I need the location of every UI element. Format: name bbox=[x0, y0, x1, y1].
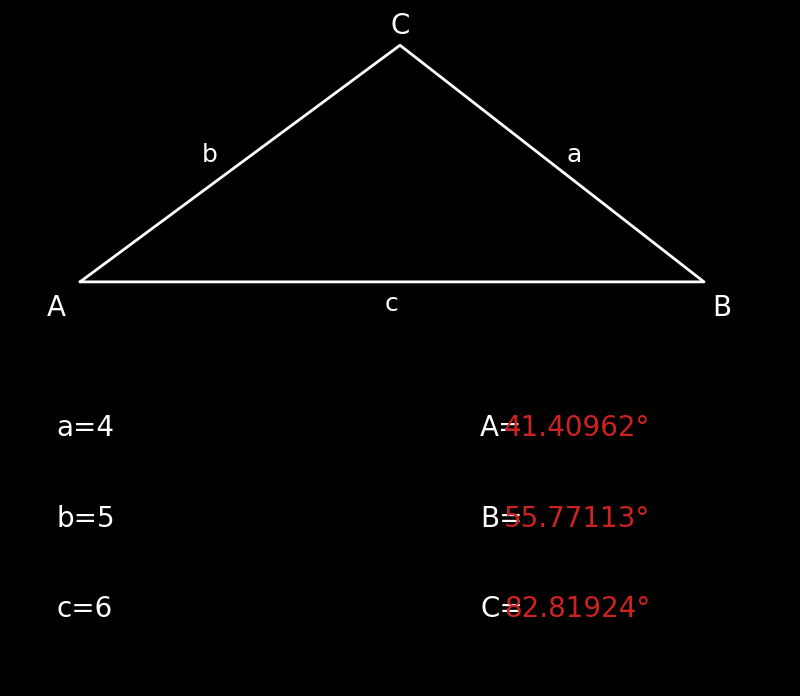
Text: b=5: b=5 bbox=[56, 505, 114, 532]
Text: c: c bbox=[385, 292, 399, 316]
Text: A: A bbox=[46, 294, 66, 322]
Text: C=: C= bbox=[480, 595, 522, 623]
Text: 82.81924°: 82.81924° bbox=[504, 595, 650, 623]
Text: a=4: a=4 bbox=[56, 414, 114, 442]
Text: C: C bbox=[390, 12, 410, 40]
Text: b: b bbox=[202, 143, 218, 167]
Text: B=: B= bbox=[480, 505, 522, 532]
Text: B: B bbox=[712, 294, 731, 322]
Text: A=: A= bbox=[480, 414, 522, 442]
Text: 41.40962°: 41.40962° bbox=[504, 414, 650, 442]
Text: 55.77113°: 55.77113° bbox=[504, 505, 650, 532]
Text: c=6: c=6 bbox=[56, 595, 112, 623]
Text: a: a bbox=[566, 143, 582, 167]
